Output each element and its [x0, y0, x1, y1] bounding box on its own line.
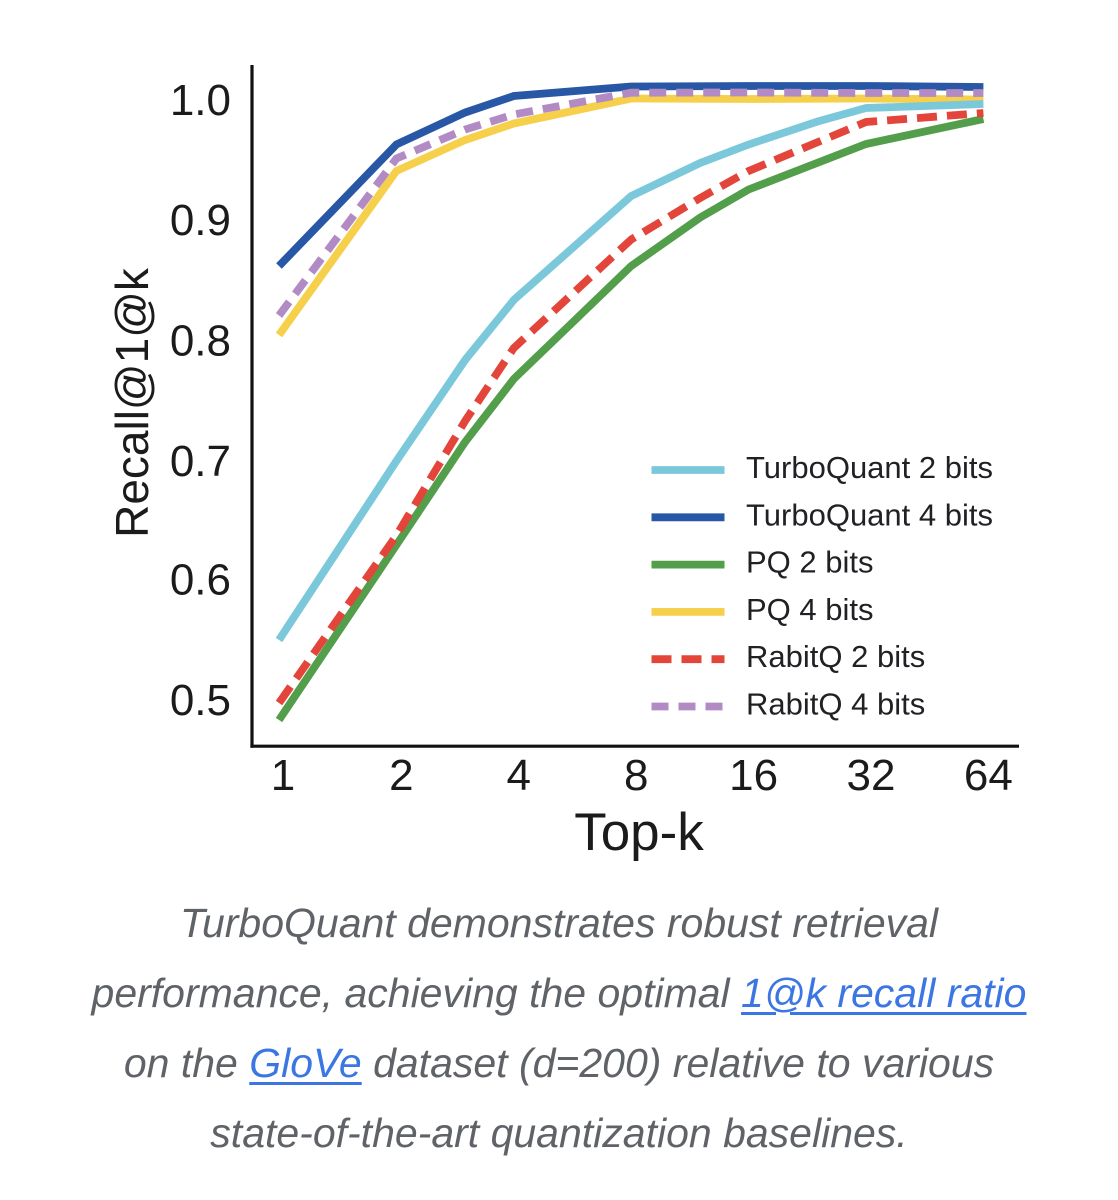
- svg-text:1: 1: [271, 751, 295, 800]
- svg-text:0.5: 0.5: [170, 676, 231, 725]
- svg-text:Recall@1@k: Recall@1@k: [106, 267, 158, 538]
- svg-text:16: 16: [729, 751, 778, 800]
- svg-text:32: 32: [847, 751, 896, 800]
- svg-text:PQ 2 bits: PQ 2 bits: [746, 545, 874, 580]
- svg-text:TurboQuant 2 bits: TurboQuant 2 bits: [746, 450, 993, 485]
- svg-text:0.8: 0.8: [170, 317, 231, 366]
- svg-text:64: 64: [964, 751, 1013, 800]
- svg-text:TurboQuant 4 bits: TurboQuant 4 bits: [746, 497, 993, 532]
- svg-text:8: 8: [624, 751, 648, 800]
- svg-text:PQ 4 bits: PQ 4 bits: [746, 592, 874, 627]
- svg-text:RabitQ 2 bits: RabitQ 2 bits: [746, 639, 925, 674]
- svg-text:0.9: 0.9: [170, 196, 231, 245]
- svg-text:0.7: 0.7: [170, 437, 231, 486]
- svg-text:2: 2: [389, 751, 413, 800]
- svg-text:RabitQ 4 bits: RabitQ 4 bits: [746, 687, 925, 722]
- svg-text:4: 4: [507, 751, 531, 800]
- svg-text:Top-k: Top-k: [574, 803, 704, 862]
- svg-text:1.0: 1.0: [170, 76, 231, 125]
- svg-text:0.6: 0.6: [170, 556, 231, 605]
